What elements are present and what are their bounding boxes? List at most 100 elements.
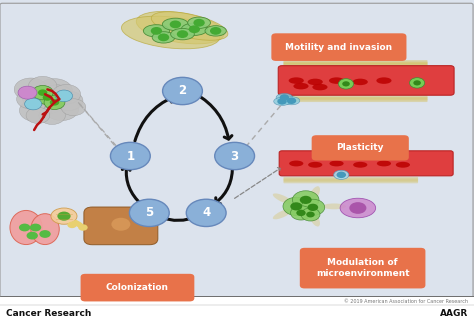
Text: 1: 1 — [126, 150, 135, 162]
Circle shape — [14, 78, 47, 101]
Circle shape — [277, 98, 287, 105]
Circle shape — [308, 204, 318, 211]
Circle shape — [129, 199, 169, 227]
Circle shape — [57, 212, 71, 221]
FancyBboxPatch shape — [279, 151, 453, 176]
Circle shape — [44, 95, 65, 110]
Circle shape — [170, 20, 181, 28]
Circle shape — [43, 94, 52, 101]
Circle shape — [78, 224, 88, 231]
Ellipse shape — [329, 161, 344, 166]
Circle shape — [413, 80, 421, 85]
FancyBboxPatch shape — [0, 3, 473, 297]
Ellipse shape — [289, 77, 304, 84]
Circle shape — [301, 199, 325, 215]
Circle shape — [61, 99, 86, 116]
Circle shape — [186, 199, 226, 227]
Circle shape — [36, 79, 73, 103]
Circle shape — [39, 106, 65, 124]
Circle shape — [291, 206, 311, 220]
Ellipse shape — [181, 23, 207, 35]
Circle shape — [215, 142, 255, 170]
Ellipse shape — [329, 77, 344, 84]
Circle shape — [19, 224, 30, 231]
Ellipse shape — [151, 12, 228, 40]
Ellipse shape — [137, 11, 224, 44]
Circle shape — [349, 202, 366, 214]
Circle shape — [338, 79, 354, 89]
Circle shape — [177, 30, 188, 38]
FancyBboxPatch shape — [283, 60, 428, 64]
Text: 5: 5 — [145, 206, 154, 219]
Ellipse shape — [309, 186, 320, 202]
Ellipse shape — [283, 97, 300, 105]
FancyBboxPatch shape — [283, 177, 418, 180]
Text: Motility and invasion: Motility and invasion — [285, 43, 392, 52]
Ellipse shape — [51, 208, 77, 224]
Text: 2: 2 — [178, 84, 187, 98]
Ellipse shape — [171, 29, 194, 40]
Circle shape — [280, 94, 289, 101]
Circle shape — [296, 210, 306, 216]
Bar — [0, 296, 474, 325]
Circle shape — [300, 196, 312, 204]
FancyBboxPatch shape — [283, 98, 428, 102]
FancyBboxPatch shape — [278, 66, 454, 95]
Circle shape — [210, 27, 221, 35]
Circle shape — [52, 84, 81, 104]
Text: 3: 3 — [230, 150, 239, 162]
Circle shape — [110, 142, 150, 170]
Circle shape — [55, 90, 73, 102]
Circle shape — [67, 222, 77, 228]
Text: © 2019 American Association for Cancer Research: © 2019 American Association for Cancer R… — [344, 299, 468, 304]
Ellipse shape — [273, 98, 290, 105]
Ellipse shape — [308, 79, 323, 85]
Circle shape — [290, 202, 302, 211]
Circle shape — [410, 78, 425, 88]
FancyBboxPatch shape — [283, 95, 428, 99]
Ellipse shape — [273, 193, 292, 204]
Circle shape — [30, 91, 64, 114]
Circle shape — [163, 77, 202, 105]
Circle shape — [45, 97, 79, 121]
Circle shape — [32, 85, 53, 100]
Ellipse shape — [152, 32, 175, 43]
Ellipse shape — [340, 198, 375, 218]
Circle shape — [158, 33, 169, 41]
Ellipse shape — [353, 162, 367, 168]
Circle shape — [27, 232, 38, 240]
Ellipse shape — [276, 94, 292, 102]
Ellipse shape — [293, 83, 309, 89]
FancyBboxPatch shape — [271, 33, 407, 61]
Circle shape — [306, 212, 315, 217]
Ellipse shape — [309, 211, 320, 227]
Ellipse shape — [353, 79, 368, 85]
Circle shape — [37, 90, 58, 105]
Ellipse shape — [10, 211, 42, 244]
Ellipse shape — [121, 16, 220, 49]
Ellipse shape — [308, 162, 322, 168]
Circle shape — [39, 230, 51, 238]
Text: Colonization: Colonization — [106, 283, 169, 292]
Circle shape — [193, 19, 205, 27]
Ellipse shape — [273, 209, 292, 219]
FancyBboxPatch shape — [283, 180, 418, 183]
Circle shape — [337, 172, 346, 178]
Circle shape — [19, 99, 52, 122]
Circle shape — [189, 25, 200, 33]
Ellipse shape — [188, 17, 210, 29]
FancyBboxPatch shape — [283, 62, 428, 66]
Ellipse shape — [31, 214, 59, 244]
Circle shape — [55, 91, 83, 111]
Circle shape — [41, 85, 73, 107]
Circle shape — [17, 89, 45, 109]
Circle shape — [26, 107, 50, 124]
Circle shape — [301, 208, 320, 221]
Ellipse shape — [334, 170, 349, 179]
Ellipse shape — [312, 84, 328, 90]
Text: Plasticity: Plasticity — [337, 143, 384, 152]
FancyBboxPatch shape — [300, 248, 426, 289]
Ellipse shape — [322, 203, 346, 209]
Circle shape — [287, 98, 296, 104]
FancyBboxPatch shape — [84, 207, 158, 245]
